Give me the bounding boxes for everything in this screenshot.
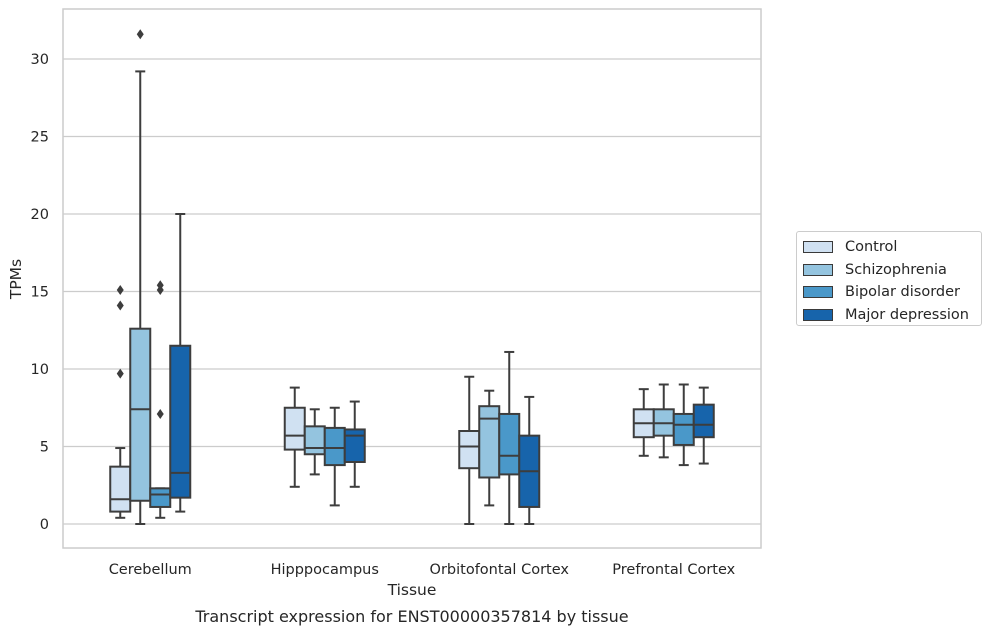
legend-item: Control [803, 236, 981, 259]
x-tick-label: Orbitofontal Cortex [430, 562, 570, 578]
outlier-point [156, 408, 164, 419]
legend-label: Schizophrenia [845, 261, 947, 278]
box-iqr [283, 406, 306, 451]
y-axis-ticks: 0 5 10 15 20 25 30 [31, 52, 49, 533]
box-iqr [109, 465, 132, 513]
box-iqr [498, 412, 521, 476]
legend-swatch [803, 286, 833, 299]
box-iqr [692, 403, 715, 439]
outlier-point [136, 29, 144, 40]
box-iqr [149, 487, 172, 508]
box-bipolar-disorder [498, 350, 521, 525]
x-tick-label: Hipppocampus [271, 562, 379, 578]
box-control [109, 284, 132, 519]
legend-swatch [803, 263, 833, 276]
box-control [458, 375, 481, 525]
x-tick-label: Prefrontal Cortex [612, 562, 735, 578]
box-iqr [303, 425, 326, 456]
box-iqr [129, 327, 152, 502]
outlier-point [116, 368, 124, 379]
box-schizophrenia [129, 29, 152, 525]
y-tick-label: 25 [31, 130, 49, 146]
box-schizophrenia [478, 389, 501, 507]
plot-area-frame [62, 8, 762, 549]
chart-caption: Transcript expression for ENST0000035781… [194, 607, 628, 626]
box-schizophrenia [303, 408, 326, 476]
legend-label: Bipolar disorder [845, 284, 960, 301]
outlier-point [156, 280, 164, 291]
y-tick-label: 5 [40, 440, 49, 456]
box-major-depression [692, 386, 715, 465]
box-iqr [343, 428, 366, 464]
box-iqr [458, 430, 481, 470]
legend-swatch [803, 241, 833, 254]
y-tick-label: 20 [31, 207, 49, 223]
box-control [632, 388, 655, 457]
box-control [283, 386, 306, 488]
y-tick-label: 0 [40, 517, 49, 533]
legend-swatch [803, 308, 833, 321]
box-major-depression [343, 400, 366, 488]
y-tick-label: 15 [31, 285, 49, 301]
legend: Control Schizophrenia Bipolar disorder Majo… [796, 231, 982, 326]
legend-label: Major depression [845, 306, 969, 323]
box-iqr [323, 426, 346, 467]
box-bipolar-disorder [323, 406, 346, 507]
legend-item: Schizophrenia [803, 259, 981, 282]
outlier-point [116, 300, 124, 311]
x-axis-label: Tissue [387, 581, 437, 599]
y-tick-label: 30 [31, 52, 49, 68]
y-tick-label: 10 [31, 362, 49, 378]
box-bipolar-disorder [672, 383, 695, 467]
box-series [109, 29, 715, 525]
legend-item: Bipolar disorder [803, 281, 981, 304]
box-major-depression [518, 395, 541, 525]
gridlines [63, 58, 761, 525]
outlier-point [116, 284, 124, 295]
box-bipolar-disorder [149, 280, 172, 519]
box-iqr [169, 344, 192, 499]
y-axis-label: TPMs [7, 259, 25, 300]
box-iqr [478, 405, 501, 479]
box-major-depression [169, 213, 192, 513]
box-iqr [672, 412, 695, 446]
x-tick-label: Cerebellum [109, 562, 192, 578]
x-axis-ticks: Cerebellum Hipppocampus Orbitofontal Corte… [109, 562, 736, 578]
legend-item: Major depression [803, 304, 981, 327]
legend-label: Control [845, 239, 898, 256]
